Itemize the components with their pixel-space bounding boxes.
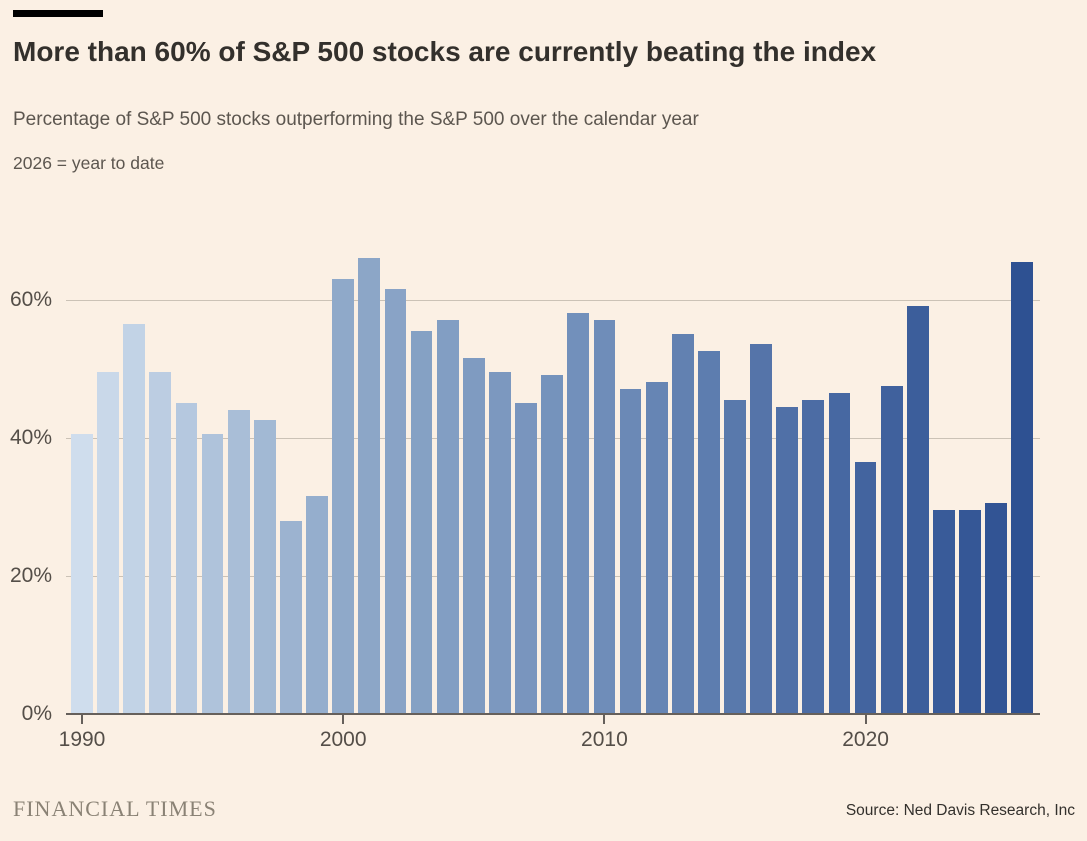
x-axis-tick-1990 (81, 715, 83, 724)
bar-2024 (959, 510, 981, 714)
y-axis-label-60: 60% (9, 287, 52, 311)
bar-2002 (384, 289, 407, 714)
bar-2007 (515, 403, 537, 714)
x-axis-label-2010: 2010 (581, 728, 628, 751)
y-axis-label-20: 20% (9, 563, 52, 587)
bar-1995 (201, 434, 224, 714)
bar-2004 (436, 320, 459, 714)
bar-2021 (880, 385, 903, 714)
y-axis-label-40: 40% (9, 425, 52, 449)
bar-2017 (776, 406, 799, 714)
bar-1994 (175, 403, 198, 714)
bar-2019 (828, 392, 851, 714)
bar-1991 (97, 372, 120, 714)
bar-2015 (724, 399, 746, 714)
bar-2023 (933, 510, 955, 714)
y-axis-label-0: 0% (21, 702, 52, 725)
bar-1993 (149, 372, 172, 714)
bar-2009 (567, 313, 590, 714)
bar-2020 (854, 461, 877, 714)
x-axis-tick-2020 (864, 715, 867, 724)
bar-2003 (410, 330, 433, 714)
bar-1997 (253, 420, 276, 714)
top-accent-bar (13, 10, 103, 17)
x-axis-tick-2000 (342, 715, 345, 724)
bar-2012 (645, 382, 668, 714)
x-axis-tick-2010 (603, 715, 606, 724)
x-axis-label-1990: 1990 (58, 728, 106, 751)
chart-title: More than 60% of S&P 500 stocks are curr… (13, 36, 877, 67)
bar-2016 (750, 344, 773, 714)
bar-2005 (462, 358, 485, 714)
bar-1999 (306, 496, 328, 714)
bar-2011 (619, 389, 642, 714)
bar-1996 (227, 410, 250, 714)
bar-2018 (802, 399, 825, 714)
x-axis-baseline (66, 713, 1040, 715)
ft-logo-text: FINANCIAL TIMES (13, 796, 217, 821)
source-text: Source: Ned Davis Research, Inc (845, 802, 1075, 819)
bar-2008 (541, 375, 564, 714)
bar-2026 (1011, 261, 1034, 714)
x-axis-label-2000: 2000 (319, 728, 367, 751)
bar-2000 (332, 278, 355, 714)
x-axis-label-2020: 2020 (842, 728, 889, 751)
bar-1992 (123, 323, 146, 714)
bar-2006 (489, 372, 511, 714)
gridline-60 (66, 299, 1040, 301)
chart-subtitle: Percentage of S&P 500 stocks outperformi… (13, 109, 699, 130)
bar-1998 (280, 520, 302, 714)
bar-2001 (358, 258, 381, 714)
bar-2014 (697, 351, 720, 714)
bar-1990 (71, 434, 93, 714)
bar-2010 (593, 320, 616, 714)
bar-2025 (985, 503, 1008, 714)
bar-2022 (906, 306, 929, 714)
bar-2013 (671, 334, 694, 714)
chart-note: 2026 = year to date (13, 153, 165, 173)
